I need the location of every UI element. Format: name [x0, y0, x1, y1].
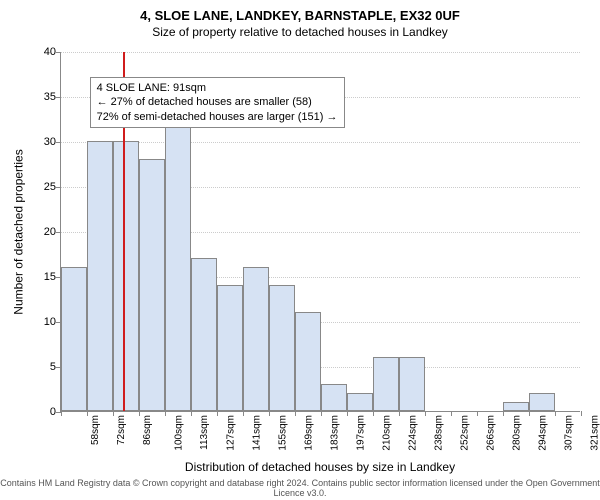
histogram-bar	[399, 357, 425, 411]
page-subtitle: Size of property relative to detached ho…	[0, 23, 600, 39]
xtick-label: 58sqm	[90, 415, 101, 445]
xtick-label: 280sqm	[512, 415, 523, 451]
xtick-label: 127sqm	[226, 415, 237, 451]
histogram-bar	[269, 285, 295, 411]
histogram-bar	[373, 357, 399, 411]
xtick-label: 155sqm	[278, 415, 289, 451]
histogram-bar	[217, 285, 243, 411]
xtick-mark	[321, 411, 322, 416]
histogram-bar	[139, 159, 165, 411]
xtick-label: 197sqm	[356, 415, 367, 451]
xtick-label: 113sqm	[199, 415, 210, 450]
ytick-label: 5	[50, 361, 61, 373]
histogram-bar	[113, 141, 139, 411]
xtick-label: 307sqm	[564, 415, 575, 451]
x-axis-label: Distribution of detached houses by size …	[60, 460, 580, 474]
annotation-box: 4 SLOE LANE: 91sqm← 27% of detached hous…	[90, 77, 345, 128]
xtick-mark	[61, 411, 62, 416]
xtick-mark	[139, 411, 140, 416]
xtick-label: 183sqm	[330, 415, 341, 451]
xtick-mark	[477, 411, 478, 416]
xtick-mark	[347, 411, 348, 416]
xtick-label: 86sqm	[142, 415, 153, 445]
annotation-line: 4 SLOE LANE: 91sqm	[97, 81, 338, 95]
histogram-bar	[321, 384, 347, 411]
xtick-mark	[295, 411, 296, 416]
ytick-label: 35	[44, 91, 61, 103]
xtick-mark	[425, 411, 426, 416]
xtick-label: 321sqm	[590, 415, 600, 451]
histogram-bar	[295, 312, 321, 411]
ytick-label: 0	[50, 406, 61, 418]
xtick-label: 252sqm	[460, 415, 471, 451]
annotation-line: ← 27% of detached houses are smaller (58…	[97, 95, 338, 109]
xtick-mark	[555, 411, 556, 416]
xtick-mark	[243, 411, 244, 416]
histogram-bar	[191, 258, 217, 411]
xtick-mark	[399, 411, 400, 416]
ytick-label: 15	[44, 271, 61, 283]
xtick-mark	[165, 411, 166, 416]
xtick-mark	[217, 411, 218, 416]
histogram-bar	[243, 267, 269, 411]
xtick-label: 100sqm	[174, 415, 185, 451]
footer-attribution: Contains HM Land Registry data © Crown c…	[0, 478, 600, 498]
xtick-label: 72sqm	[116, 415, 127, 445]
annotation-line: 72% of semi-detached houses are larger (…	[97, 110, 338, 124]
xtick-mark	[451, 411, 452, 416]
xtick-mark	[113, 411, 114, 416]
histogram-bar	[165, 123, 191, 411]
xtick-label: 266sqm	[486, 415, 497, 451]
xtick-label: 210sqm	[382, 415, 393, 451]
gridline	[61, 52, 580, 53]
xtick-label: 238sqm	[434, 415, 445, 451]
ytick-label: 40	[44, 46, 61, 58]
y-axis-label: Number of detached properties	[12, 52, 26, 412]
histogram-bar	[61, 267, 87, 411]
ytick-label: 20	[44, 226, 61, 238]
xtick-label: 169sqm	[304, 415, 315, 451]
histogram-chart: 051015202530354058sqm72sqm86sqm100sqm113…	[60, 52, 580, 412]
histogram-bar	[529, 393, 555, 411]
ytick-label: 10	[44, 316, 61, 328]
histogram-bar	[347, 393, 373, 411]
xtick-mark	[581, 411, 582, 416]
xtick-mark	[373, 411, 374, 416]
xtick-mark	[87, 411, 88, 416]
xtick-mark	[191, 411, 192, 416]
histogram-bar	[87, 141, 113, 411]
xtick-label: 294sqm	[538, 415, 549, 451]
xtick-mark	[269, 411, 270, 416]
histogram-bar	[503, 402, 529, 411]
ytick-label: 25	[44, 181, 61, 193]
page-title: 4, SLOE LANE, LANDKEY, BARNSTAPLE, EX32 …	[0, 0, 600, 23]
xtick-mark	[529, 411, 530, 416]
xtick-label: 141sqm	[252, 415, 263, 451]
xtick-label: 224sqm	[408, 415, 419, 451]
xtick-mark	[503, 411, 504, 416]
ytick-label: 30	[44, 136, 61, 148]
